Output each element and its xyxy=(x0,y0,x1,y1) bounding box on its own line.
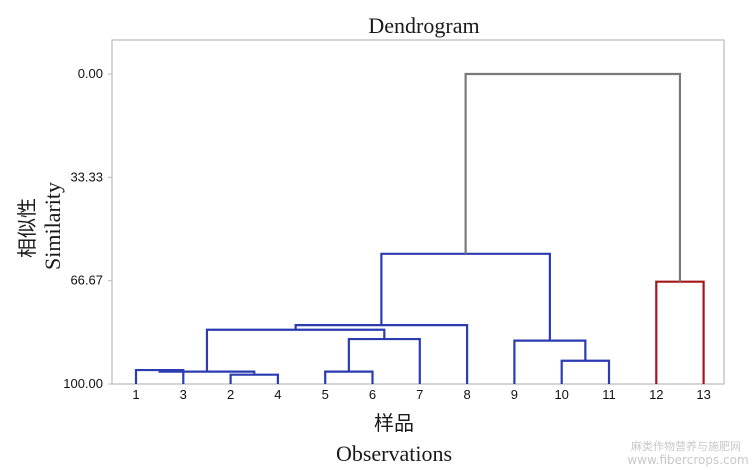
x-tick-label: 11 xyxy=(602,387,616,402)
dendrogram-link xyxy=(294,324,469,384)
y-tick-label: 0.00 xyxy=(78,66,103,81)
dendrogram-link xyxy=(229,373,279,384)
dendrogram-link xyxy=(380,252,551,341)
dendrogram-link xyxy=(347,337,421,384)
dendrogram-link xyxy=(655,280,705,384)
y-tick-label: 66.67 xyxy=(70,273,103,288)
watermark-line2: www.fibercrops.com xyxy=(627,453,748,467)
x-tick-label: 9 xyxy=(511,387,518,402)
y-axis-label-cn: 相似性 xyxy=(15,198,39,258)
y-tick-label: 100.00 xyxy=(63,376,103,391)
x-tick-label: 1 xyxy=(132,387,139,402)
x-tick-label: 4 xyxy=(274,387,281,402)
dendrogram-link xyxy=(324,370,374,384)
y-tick-label: 33.33 xyxy=(70,169,103,184)
x-tick-label: 10 xyxy=(554,387,568,402)
dendrogram-link xyxy=(560,359,611,384)
x-axis-ticks: 1 3 2 4 5 6 7 8 9 10 11 12 13 xyxy=(132,387,710,402)
watermark-line1: 麻类作物营养与施肥网 xyxy=(631,439,741,453)
dendrogram-links xyxy=(134,72,705,384)
x-tick-label: 5 xyxy=(322,387,329,402)
x-axis-label-cn: 样品 xyxy=(374,411,414,435)
dendrogram-link xyxy=(464,72,682,282)
y-axis-ticks: 0.00 33.33 66.67 100.00 xyxy=(63,66,112,391)
y-axis-label: Similarity xyxy=(40,182,65,270)
x-tick-label: 12 xyxy=(649,387,663,402)
x-tick-label: 7 xyxy=(416,387,423,402)
plot-frame xyxy=(111,39,725,385)
x-tick-label: 8 xyxy=(463,387,470,402)
x-tick-label: 13 xyxy=(696,387,710,402)
x-tick-label: 6 xyxy=(369,387,376,402)
x-tick-label: 3 xyxy=(180,387,187,402)
chart-title: Dendrogram xyxy=(368,13,479,38)
dendrogram-link xyxy=(513,339,587,384)
x-tick-label: 2 xyxy=(227,387,234,402)
x-axis-label: Observations xyxy=(336,441,452,466)
dendrogram-link xyxy=(205,328,386,372)
